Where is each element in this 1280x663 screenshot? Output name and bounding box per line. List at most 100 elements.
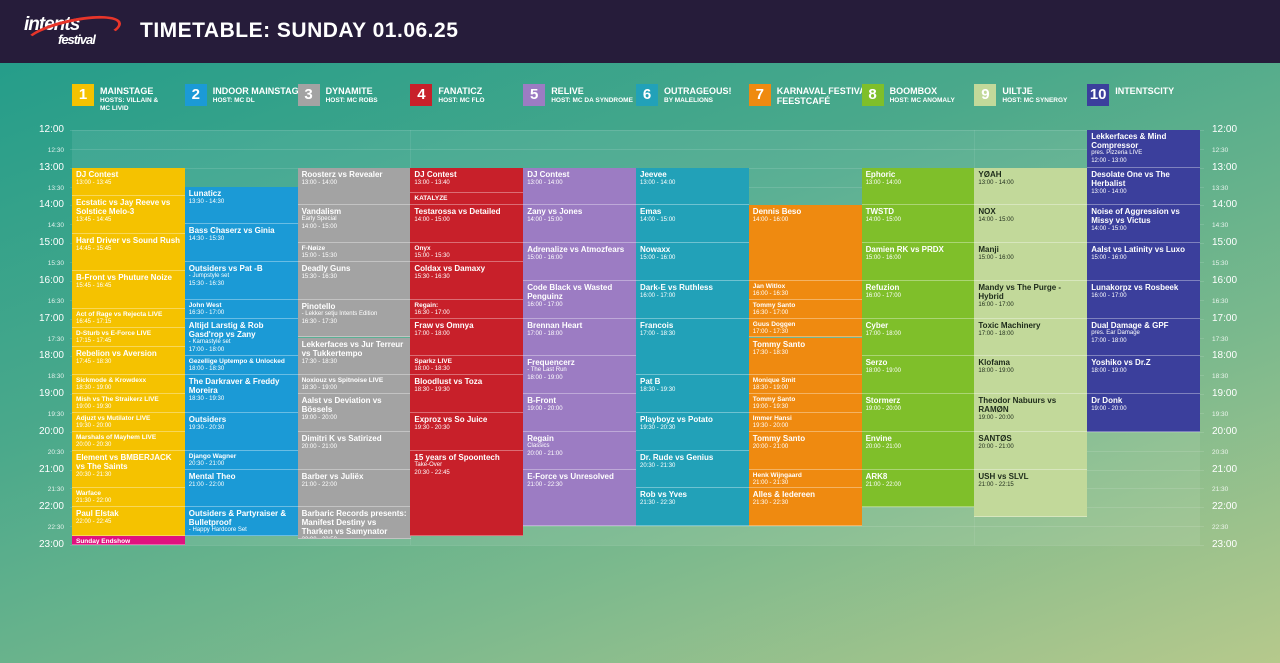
- event-block[interactable]: SANTØS 20:00 - 21:00: [974, 431, 1088, 470]
- event-block[interactable]: Onyx 15:00 - 15:30: [410, 243, 524, 263]
- event-block[interactable]: NOX 14:00 - 15:00: [974, 205, 1088, 244]
- event-block[interactable]: Exproz vs So Juice 19:30 - 20:30: [410, 412, 524, 451]
- event-block[interactable]: Bass Chaserz vs Ginia 14:30 - 15:30: [184, 224, 298, 263]
- event-block[interactable]: Lekkerfaces vs Jur Terreur vs Tukkertemp…: [297, 337, 411, 376]
- event-block[interactable]: B-Front 19:00 - 20:00: [523, 394, 637, 432]
- stage-header[interactable]: 2 INDOOR MAINSTAGE HOST: MC DL: [184, 84, 305, 122]
- event-block[interactable]: The Darkraver & Freddy Moreira 18:30 - 19…: [184, 375, 298, 413]
- event-block[interactable]: Sickmode & Krowdexx 18:30 - 19:00: [72, 375, 185, 395]
- event-block[interactable]: Adjuzt vs Mutilator LIVE 19:30 - 20:00: [72, 412, 185, 432]
- event-block[interactable]: Zany vs Jones 14:00 - 15:00: [523, 205, 637, 244]
- event-block[interactable]: Paul Elstak 22:00 - 22:45: [72, 507, 185, 536]
- event-block[interactable]: B-Front vs Phuture Noize 15:45 - 16:45: [72, 271, 185, 310]
- event-block[interactable]: Dennis Beso 14:00 - 16:00: [748, 205, 862, 281]
- event-block[interactable]: Mandy vs The Purge - Hybrid 16:00 - 17:00: [974, 280, 1088, 319]
- event-block[interactable]: Gezellige Uptempo & Unlocked 18:00 - 18:3…: [184, 356, 298, 376]
- event-block[interactable]: Brennan Heart 17:00 - 18:00: [523, 318, 637, 357]
- event-block[interactable]: 15 years of Spoontech Take-Over 20:30 - 22…: [410, 450, 524, 536]
- stage-header[interactable]: 6 OUTRAGEOUS! BY MALELIONS: [636, 84, 747, 122]
- event-block[interactable]: Code Black vs Wasted Penguinz 16:00 - 17:…: [523, 280, 637, 319]
- event-block[interactable]: Noxiouz vs Spitnoise LIVE 18:30 - 19:00: [297, 375, 411, 395]
- event-block[interactable]: Desolate One vs The Herbalist 13:00 - 14:…: [1087, 167, 1201, 206]
- event-block[interactable]: Klofama 18:00 - 19:00: [974, 356, 1088, 395]
- event-block[interactable]: Regain: 16:30 - 17:00: [410, 299, 524, 319]
- event-block[interactable]: Noise of Aggression vs Missy vs Victus 14…: [1087, 205, 1201, 244]
- event-block[interactable]: Damien RK vs PRDX 15:00 - 16:00: [861, 243, 975, 281]
- event-block[interactable]: Dark-E vs Ruthless 16:00 - 17:00: [636, 280, 749, 319]
- event-block[interactable]: Frequencerz - The Last Run 18:00 - 19:00: [523, 356, 637, 395]
- event-block[interactable]: Hard Driver vs Sound Rush 14:45 - 15:45: [72, 233, 185, 272]
- event-block[interactable]: Ephoric 13:00 - 14:00: [861, 167, 975, 206]
- event-block[interactable]: Lekkerfaces & Mind Compressor pres. Pizze…: [1087, 130, 1201, 168]
- event-block[interactable]: Tommy Santo 16:30 - 17:00: [748, 299, 862, 319]
- stage-header[interactable]: 5 RELIVE HOST: MC DA SYNDROME: [523, 84, 634, 122]
- event-block[interactable]: Barbaric Records presents: Manifest Dest…: [297, 507, 411, 539]
- event-block[interactable]: Tommy Santo 17:30 - 18:30: [748, 337, 862, 376]
- event-block[interactable]: Sunday Endshow: [72, 535, 185, 545]
- event-block[interactable]: Playboyz vs Potato 19:30 - 20:30: [636, 412, 749, 451]
- event-block[interactable]: Tommy Santo 20:00 - 21:00: [748, 431, 862, 470]
- event-block[interactable]: Alles & Iedereen 21:30 - 22:30: [748, 488, 862, 527]
- stage-header[interactable]: 1 MAINSTAGE HOSTS: VILLAIN & MC LIVID: [72, 84, 183, 122]
- event-block[interactable]: Element vs BMBERJACK vs The Saints 20:30 …: [72, 450, 185, 489]
- event-block[interactable]: Dimitri K vs Satirized 20:00 - 21:00: [297, 431, 411, 470]
- event-block[interactable]: Warface 21:30 - 22:00: [72, 488, 185, 508]
- event-block[interactable]: Monique Smit 18:30 - 19:00: [748, 375, 862, 395]
- event-block[interactable]: Regain Classics 20:00 - 21:00: [523, 431, 637, 470]
- event-block[interactable]: Ecstatic vs Jay Reeve vs Solstice Melo-3…: [72, 196, 185, 234]
- event-block[interactable]: Rebelion vs Aversion 17:45 - 18:30: [72, 346, 185, 376]
- event-block[interactable]: Adrenalize vs Atmozfears 15:00 - 16:00: [523, 243, 637, 281]
- event-block[interactable]: Tommy Santo 19:00 - 19:30: [748, 394, 862, 413]
- event-block[interactable]: KATALYZE: [410, 192, 524, 206]
- event-block[interactable]: Marshals of Mayhem LIVE 20:00 - 20:30: [72, 431, 185, 451]
- event-block[interactable]: Django Wagner 20:30 - 21:00: [184, 450, 298, 470]
- event-block[interactable]: Aalst vs Deviation vs Bössels 19:00 - 20:…: [297, 394, 411, 432]
- event-block[interactable]: USH vs SLVL 21:00 - 22:15: [974, 469, 1088, 517]
- stage-header[interactable]: 3 DYNAMITE HOST: MC ROBS: [297, 84, 409, 122]
- event-block[interactable]: TWSTD 14:00 - 15:00: [861, 205, 975, 244]
- event-block[interactable]: Henk Wijngaard 21:00 - 21:30: [748, 469, 862, 489]
- event-block[interactable]: Francois 17:00 - 18:30: [636, 318, 749, 376]
- event-block[interactable]: Serzo 18:00 - 19:00: [861, 356, 975, 395]
- event-block[interactable]: D-Sturb vs E-Force LIVE 17:15 - 17:45: [72, 328, 185, 347]
- event-block[interactable]: Lunakorpz vs Rosbeek 16:00 - 17:00: [1087, 280, 1201, 319]
- event-block[interactable]: Outsiders & Partyraiser & Bulletproof - H…: [184, 507, 298, 536]
- event-block[interactable]: Barber vs Juliëx 21:00 - 22:00: [297, 469, 411, 508]
- event-block[interactable]: Outsiders 19:30 - 20:30: [184, 412, 298, 451]
- event-block[interactable]: Dr Donk 19:00 - 20:00: [1087, 394, 1201, 432]
- event-block[interactable]: Toxic Machinery 17:00 - 18:00: [974, 318, 1088, 357]
- event-block[interactable]: Sparkz LIVE 18:00 - 18:30: [410, 356, 524, 376]
- event-block[interactable]: Envine 20:00 - 21:00: [861, 431, 975, 470]
- event-block[interactable]: Jeevee 13:00 - 14:00: [636, 167, 749, 206]
- event-block[interactable]: Jan Witlox 16:00 - 16:30: [748, 280, 862, 300]
- stage-header[interactable]: 9 UILTJE HOST: MC SYNERGY: [974, 84, 1085, 122]
- event-block[interactable]: Yoshiko vs Dr.Z 18:00 - 19:00: [1087, 356, 1201, 395]
- event-block[interactable]: Pinotello - Lekker setju Intents Edition 1…: [297, 299, 411, 338]
- event-block[interactable]: Roosterz vs Revealer 13:00 - 14:00: [297, 167, 411, 206]
- event-block[interactable]: Outsiders vs Pat -B - Jumpstyle set 15:30 …: [184, 262, 298, 300]
- event-block[interactable]: Mental Theo 21:00 - 22:00: [184, 469, 298, 508]
- event-block[interactable]: Immer Hansi 19:30 - 20:00: [748, 412, 862, 432]
- stage-header[interactable]: 4 FANATICZ HOST: MC FLO: [410, 84, 521, 122]
- event-block[interactable]: Act of Rage vs Rejecta LIVE 16:45 - 17:15: [72, 309, 185, 329]
- event-block[interactable]: DJ Contest 13:00 - 14:00: [523, 167, 637, 206]
- event-block[interactable]: Nowaxx 15:00 - 16:00: [636, 243, 749, 281]
- event-block[interactable]: Theodor Nabuurs vs RAMØN 19:00 - 20:00: [974, 394, 1088, 432]
- event-block[interactable]: Coldax vs Damaxy 15:30 - 16:30: [410, 262, 524, 300]
- event-block[interactable]: Refuzion 16:00 - 17:00: [861, 280, 975, 319]
- event-block[interactable]: Rob vs Yves 21:30 - 22:30: [636, 488, 749, 527]
- event-block[interactable]: DJ Contest 13:00 - 13:40: [410, 167, 524, 193]
- event-block[interactable]: Deadly Guns 15:30 - 16:30: [297, 262, 411, 300]
- event-block[interactable]: Dr. Rude vs Genius 20:30 - 21:30: [636, 450, 749, 489]
- event-block[interactable]: Mish vs The Straikerz LIVE 19:00 - 19:30: [72, 394, 185, 413]
- event-block[interactable]: Manji 15:00 - 16:00: [974, 243, 1088, 281]
- event-block[interactable]: Bloodlust vs Toza 18:30 - 19:30: [410, 375, 524, 413]
- event-block[interactable]: F-Nøize 15:00 - 15:30: [297, 243, 411, 263]
- event-block[interactable]: Guus Doggen 17:00 - 17:30: [748, 318, 862, 338]
- event-block[interactable]: John West 16:30 - 17:00: [184, 299, 298, 319]
- stage-header[interactable]: 10 INTENTSCITY: [1087, 84, 1198, 122]
- event-block[interactable]: Testarossa vs Detailed 14:00 - 15:00: [410, 205, 524, 244]
- event-block[interactable]: DJ Contest 13:00 - 13:45: [72, 167, 185, 196]
- event-block[interactable]: E-Force vs Unresolved 21:00 - 22:30: [523, 469, 637, 527]
- event-block[interactable]: Lunaticz 13:30 - 14:30: [184, 186, 298, 225]
